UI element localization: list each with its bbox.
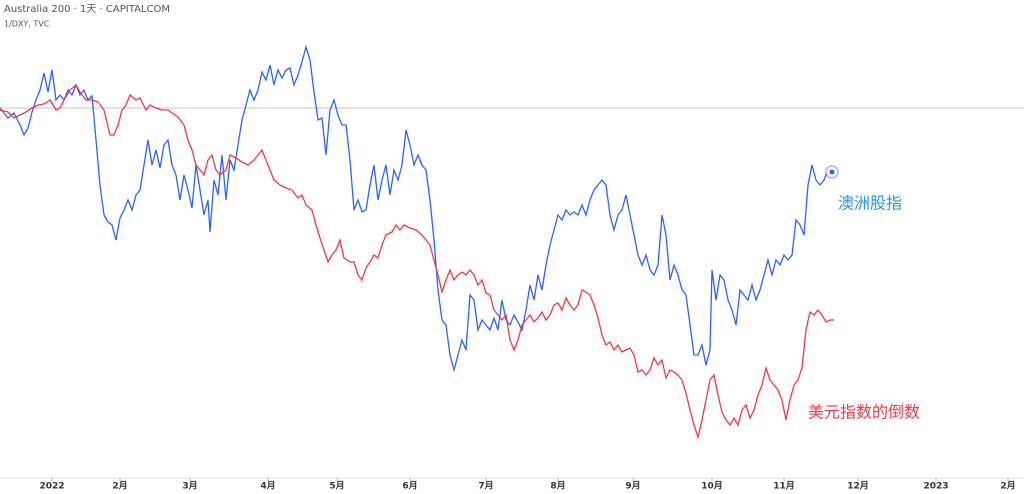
x-tick-label: 7月 [478,481,493,492]
x-tick-label: 10月 [701,481,723,492]
x-tick-label: 11月 [773,481,795,492]
x-tick-label: 8月 [550,481,565,492]
x-tick-label: 6月 [402,481,417,492]
series-line [0,84,834,440]
x-tick-label: 2月 [112,481,127,492]
last-point [829,169,835,175]
x-tick-label: 9月 [625,481,640,492]
x-tick-label: 12月 [847,481,869,492]
series-label: 澳洲股指 [838,194,902,213]
x-tick-label: 2022 [39,482,64,492]
chart-title: Australia 200 · 1天 · CAPITALCOM [4,4,170,15]
x-tick-label: 2月 [1000,481,1015,492]
x-tick-label: 5月 [329,481,344,492]
series-label: 美元指数的倒数 [808,403,920,422]
chart-subtitle: 1/DXY, TVC [4,20,50,29]
x-tick-label: 4月 [260,481,275,492]
series-line [0,44,833,373]
x-tick-label: 2023 [923,482,948,492]
x-tick-label: 3月 [182,481,197,492]
